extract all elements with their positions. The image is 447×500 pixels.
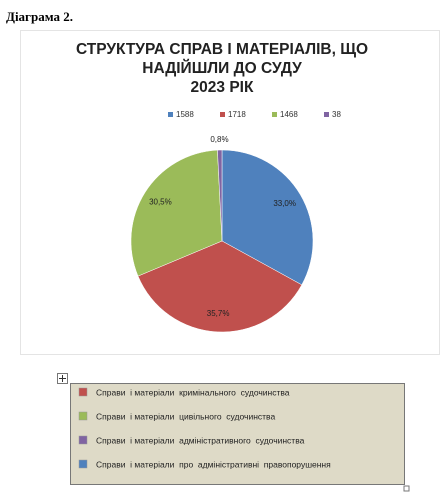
data-label: 0,8% — [210, 135, 228, 144]
legend-table — [70, 383, 405, 485]
item-swatch — [78, 459, 88, 469]
legend-label: 1468 — [280, 110, 298, 119]
resize-handle[interactable] — [403, 485, 410, 492]
pie-slice — [217, 149, 223, 242]
item-label: Справи і матеріали цивільного судочинств… — [96, 411, 275, 421]
chart: СТРУКТУРА СПРАВ І МАТЕРІАЛІВ, ЩОНАДІЙШЛИ… — [76, 41, 368, 333]
move-handle[interactable] — [57, 373, 68, 384]
data-label: 35,7% — [207, 309, 230, 318]
legend-label: 38 — [332, 110, 341, 119]
header-title: Діаграма 2. — [6, 9, 73, 24]
chart-title: НАДІЙШЛИ ДО СУДУ — [142, 59, 302, 77]
pie-slice — [221, 149, 314, 286]
legend-swatch — [220, 112, 225, 117]
item-label: Справи і матеріали про адміністративні п… — [96, 459, 331, 469]
legend-label: 1588 — [176, 110, 194, 119]
data-label: 33,0% — [273, 199, 296, 208]
chart-title: 2023 РІК — [191, 79, 254, 96]
legend-swatch — [272, 112, 277, 117]
legend-swatch — [168, 112, 173, 117]
legend-items: Справи і матеріали кримінального судочин… — [78, 387, 331, 469]
data-label: 30,5% — [149, 197, 172, 206]
pie-slice — [137, 240, 303, 333]
item-label: Справи і матеріали адміністративного суд… — [96, 435, 305, 445]
item-label: Справи і матеріали кримінального судочин… — [96, 387, 290, 397]
legend-swatch — [324, 112, 329, 117]
legend-label: 1718 — [228, 110, 246, 119]
chart-title: СТРУКТУРА СПРАВ І МАТЕРІАЛІВ, ЩО — [76, 41, 368, 58]
item-swatch — [78, 411, 88, 421]
item-swatch — [78, 435, 88, 445]
pie-slice — [130, 149, 223, 277]
item-swatch — [78, 387, 88, 397]
